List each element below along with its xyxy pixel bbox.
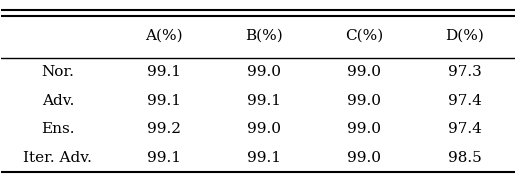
Text: Adv.: Adv. <box>42 93 74 107</box>
Text: D(%): D(%) <box>445 29 484 43</box>
Text: 99.0: 99.0 <box>347 151 381 165</box>
Text: 97.4: 97.4 <box>448 93 481 107</box>
Text: 99.0: 99.0 <box>347 122 381 136</box>
Text: 97.4: 97.4 <box>448 122 481 136</box>
Text: 99.1: 99.1 <box>247 151 281 165</box>
Text: 98.5: 98.5 <box>448 151 481 165</box>
Text: 99.0: 99.0 <box>247 65 281 79</box>
Text: 99.1: 99.1 <box>148 93 181 107</box>
Text: A(%): A(%) <box>146 29 183 43</box>
Text: 99.1: 99.1 <box>148 65 181 79</box>
Text: 99.1: 99.1 <box>247 93 281 107</box>
Text: C(%): C(%) <box>345 29 383 43</box>
Text: Iter. Adv.: Iter. Adv. <box>23 151 92 165</box>
Text: 99.0: 99.0 <box>347 65 381 79</box>
Text: 99.0: 99.0 <box>247 122 281 136</box>
Text: 99.2: 99.2 <box>148 122 181 136</box>
Text: Nor.: Nor. <box>41 65 74 79</box>
Text: 99.1: 99.1 <box>148 151 181 165</box>
Text: 99.0: 99.0 <box>347 93 381 107</box>
Text: 97.3: 97.3 <box>448 65 481 79</box>
Text: Ens.: Ens. <box>41 122 75 136</box>
Text: B(%): B(%) <box>246 29 283 43</box>
